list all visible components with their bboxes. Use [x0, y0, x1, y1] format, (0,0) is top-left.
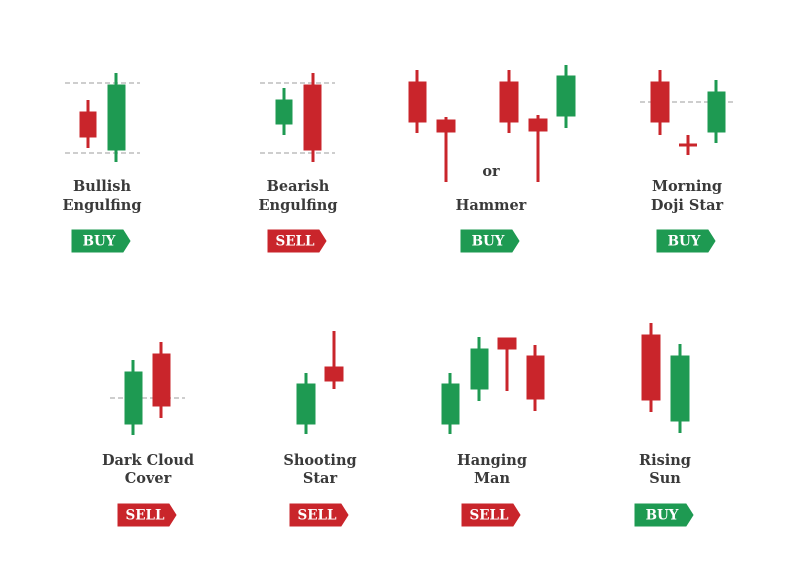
signal-tag: BUY [634, 503, 694, 527]
signal-label: SELL [275, 234, 315, 250]
pattern-name: Engulfing [258, 197, 337, 214]
pattern-name: Bearish [267, 178, 330, 195]
signal-label: SELL [469, 508, 509, 524]
signal-tag: SELL [267, 229, 327, 253]
pattern-name: Hammer [456, 197, 527, 214]
signal-tag: SELL [117, 503, 177, 527]
pattern-name: Hanging [457, 452, 527, 469]
separator: or [482, 163, 500, 180]
pattern-name: Dark Cloud [102, 452, 194, 469]
signal-label: BUY [668, 234, 701, 250]
pattern-name: Man [474, 470, 510, 487]
signal-tag: SELL [461, 503, 521, 527]
pattern-name: Doji Star [651, 197, 724, 214]
signal-label: SELL [125, 508, 165, 524]
pattern-name: Sun [649, 470, 681, 487]
pattern-name: Star [303, 470, 338, 487]
signal-tag: BUY [656, 229, 716, 253]
pattern-name: Engulfing [62, 197, 141, 214]
signal-tag: SELL [289, 503, 349, 527]
signal-tag: BUY [460, 229, 520, 253]
pattern-name: Shooting [283, 452, 356, 469]
signal-label: SELL [297, 508, 337, 524]
candles [65, 65, 735, 435]
pattern-name: Cover [125, 470, 172, 487]
pattern-name: Rising [639, 452, 691, 469]
signal-label: BUY [472, 234, 505, 250]
pattern-name: Bullish [73, 178, 131, 195]
signal-label: BUY [83, 234, 116, 250]
signal-tag: BUY [71, 229, 131, 253]
pattern-name: Morning [652, 178, 722, 195]
signal-label: BUY [646, 508, 679, 524]
